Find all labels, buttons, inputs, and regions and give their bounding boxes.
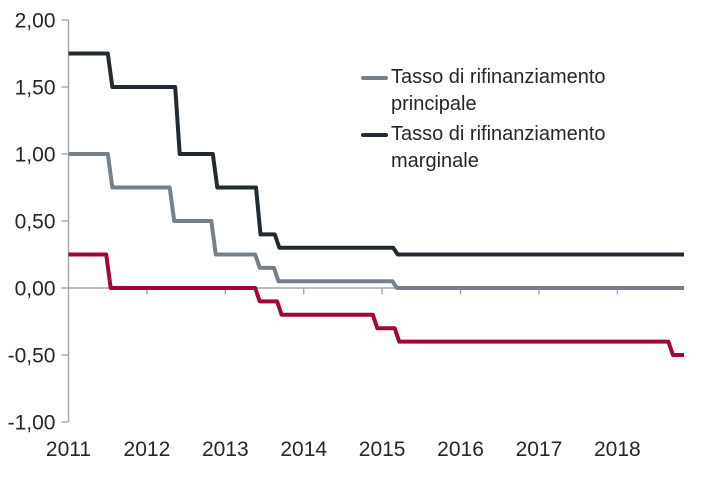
x-axis-label: 2017	[516, 438, 563, 461]
legend-label-marginale: Tasso di rifinanziamento marginale	[391, 123, 606, 172]
x-axis-label: 2016	[437, 438, 484, 461]
legend-item-marginale: Tasso di rifinanziamento marginale	[361, 121, 629, 175]
legend: Tasso di rifinanziamento principale Tass…	[361, 64, 629, 178]
series-line-0	[68, 152, 684, 290]
y-axis-label: -1,00	[8, 411, 56, 434]
x-axis-label: 2011	[46, 438, 91, 461]
x-axis-label: 2014	[280, 438, 327, 461]
x-axis-label: 2018	[594, 438, 641, 461]
y-axis-label: 2,00	[15, 9, 56, 32]
x-axis-label: 2012	[124, 438, 171, 461]
x-axis-label: 2013	[202, 438, 249, 461]
y-axis-label: 0,50	[15, 210, 56, 233]
legend-marker-marginale-line	[361, 133, 388, 137]
legend-item-principale: Tasso di rifinanziamento principale	[361, 64, 629, 118]
legend-label-principale: Tasso di rifinanziamento principale	[391, 66, 606, 115]
y-axis-label: -0,50	[8, 344, 56, 367]
y-axis-label: 0,00	[15, 277, 56, 300]
series-line-1	[68, 51, 684, 257]
y-axis-label: 1,50	[15, 76, 56, 99]
x-axis-label: 2015	[359, 438, 406, 461]
series-line-2	[68, 252, 684, 357]
y-axis-label: 1,00	[15, 143, 56, 166]
legend-marker-principale-line	[361, 76, 388, 80]
